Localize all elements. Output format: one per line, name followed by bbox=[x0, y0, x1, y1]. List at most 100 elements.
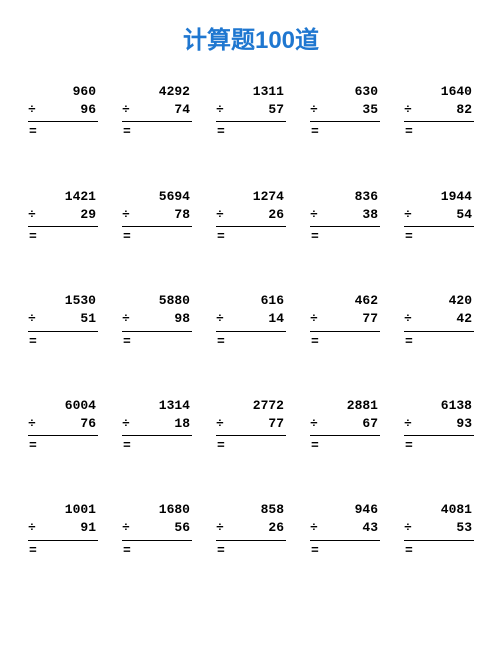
division-problem: 1640÷82= bbox=[404, 83, 474, 142]
divisor-row: ÷56 bbox=[122, 519, 192, 537]
divisor-row: ÷78 bbox=[122, 206, 192, 224]
rule-line bbox=[122, 226, 192, 227]
division-problem: 6138÷93= bbox=[404, 397, 474, 456]
dividend: 4081 bbox=[404, 501, 474, 519]
dividend: 630 bbox=[310, 83, 380, 101]
answer-line: = bbox=[216, 542, 286, 560]
divisor: 91 bbox=[40, 519, 96, 537]
answer-line: = bbox=[28, 228, 98, 246]
rule-line bbox=[404, 226, 474, 227]
divisor: 77 bbox=[322, 310, 378, 328]
divisor: 96 bbox=[40, 101, 96, 119]
rule-line bbox=[28, 331, 98, 332]
operator: ÷ bbox=[310, 206, 322, 224]
operator: ÷ bbox=[28, 415, 40, 433]
operator: ÷ bbox=[404, 519, 416, 537]
dividend: 858 bbox=[216, 501, 286, 519]
rule-line bbox=[216, 435, 286, 436]
answer-line: = bbox=[122, 333, 192, 351]
rule-line bbox=[310, 331, 380, 332]
operator: ÷ bbox=[216, 519, 228, 537]
divisor-row: ÷77 bbox=[216, 415, 286, 433]
operator: ÷ bbox=[216, 206, 228, 224]
divisor: 53 bbox=[416, 519, 472, 537]
divisor-row: ÷57 bbox=[216, 101, 286, 119]
rule-line bbox=[122, 121, 192, 122]
answer-line: = bbox=[404, 437, 474, 455]
answer-line: = bbox=[28, 437, 98, 455]
division-problem: 5880÷98 = bbox=[122, 292, 192, 351]
operator: ÷ bbox=[216, 310, 228, 328]
dividend: 1944 bbox=[404, 188, 474, 206]
divisor-row: ÷26 bbox=[216, 206, 286, 224]
divisor-row: ÷14 bbox=[216, 310, 286, 328]
operator: ÷ bbox=[310, 519, 322, 537]
dividend: 462 bbox=[310, 292, 380, 310]
divisor-row: ÷91 bbox=[28, 519, 98, 537]
divisor-row: ÷26 bbox=[216, 519, 286, 537]
answer-line: = bbox=[28, 123, 98, 141]
divisor-row: ÷77 bbox=[310, 310, 380, 328]
division-problem: 1421÷29= bbox=[28, 188, 98, 247]
divisor-row: ÷74 bbox=[122, 101, 192, 119]
answer-line: = bbox=[404, 228, 474, 246]
operator: ÷ bbox=[122, 415, 134, 433]
rule-line bbox=[404, 540, 474, 541]
dividend: 5880 bbox=[122, 292, 192, 310]
divisor: 54 bbox=[416, 206, 472, 224]
answer-line: = bbox=[122, 123, 192, 141]
divisor-row: ÷98 bbox=[122, 310, 192, 328]
divisor: 93 bbox=[416, 415, 472, 433]
division-problem: 6004÷76 = bbox=[28, 397, 98, 456]
rule-line bbox=[28, 435, 98, 436]
divisor-row: ÷18 bbox=[122, 415, 192, 433]
rule-line bbox=[310, 540, 380, 541]
division-problem: 1530÷51 = bbox=[28, 292, 98, 351]
division-problem: 630÷35= bbox=[310, 83, 380, 142]
divisor: 43 bbox=[322, 519, 378, 537]
division-problem: 4081÷53= bbox=[404, 501, 474, 560]
divisor: 26 bbox=[228, 519, 284, 537]
divisor: 18 bbox=[134, 415, 190, 433]
division-problem: 1311÷57= bbox=[216, 83, 286, 142]
answer-line: = bbox=[28, 542, 98, 560]
dividend: 836 bbox=[310, 188, 380, 206]
division-problem: 2772÷77= bbox=[216, 397, 286, 456]
divisor-row: ÷29 bbox=[28, 206, 98, 224]
divisor-row: ÷54 bbox=[404, 206, 474, 224]
rule-line bbox=[28, 121, 98, 122]
operator: ÷ bbox=[404, 206, 416, 224]
divisor-row: ÷76 bbox=[28, 415, 98, 433]
division-problem: 1274÷26= bbox=[216, 188, 286, 247]
divisor-row: ÷42 bbox=[404, 310, 474, 328]
dividend: 6004 bbox=[28, 397, 98, 415]
divisor: 78 bbox=[134, 206, 190, 224]
division-problem: 420÷42= bbox=[404, 292, 474, 351]
answer-line: = bbox=[310, 542, 380, 560]
operator: ÷ bbox=[404, 101, 416, 119]
divisor-row: ÷82 bbox=[404, 101, 474, 119]
dividend: 1530 bbox=[28, 292, 98, 310]
dividend: 946 bbox=[310, 501, 380, 519]
answer-line: = bbox=[216, 123, 286, 141]
division-problem: 462÷77= bbox=[310, 292, 380, 351]
divisor-row: ÷51 bbox=[28, 310, 98, 328]
operator: ÷ bbox=[122, 519, 134, 537]
dividend: 2881 bbox=[310, 397, 380, 415]
operator: ÷ bbox=[28, 519, 40, 537]
answer-line: = bbox=[216, 333, 286, 351]
divisor-row: ÷38 bbox=[310, 206, 380, 224]
divisor-row: ÷67 bbox=[310, 415, 380, 433]
dividend: 420 bbox=[404, 292, 474, 310]
operator: ÷ bbox=[28, 206, 40, 224]
divisor: 82 bbox=[416, 101, 472, 119]
answer-line: = bbox=[310, 123, 380, 141]
divisor: 76 bbox=[40, 415, 96, 433]
dividend: 2772 bbox=[216, 397, 286, 415]
operator: ÷ bbox=[28, 101, 40, 119]
rule-line bbox=[310, 226, 380, 227]
answer-line: = bbox=[28, 333, 98, 351]
divisor: 51 bbox=[40, 310, 96, 328]
dividend: 4292 bbox=[122, 83, 192, 101]
rule-line bbox=[122, 331, 192, 332]
